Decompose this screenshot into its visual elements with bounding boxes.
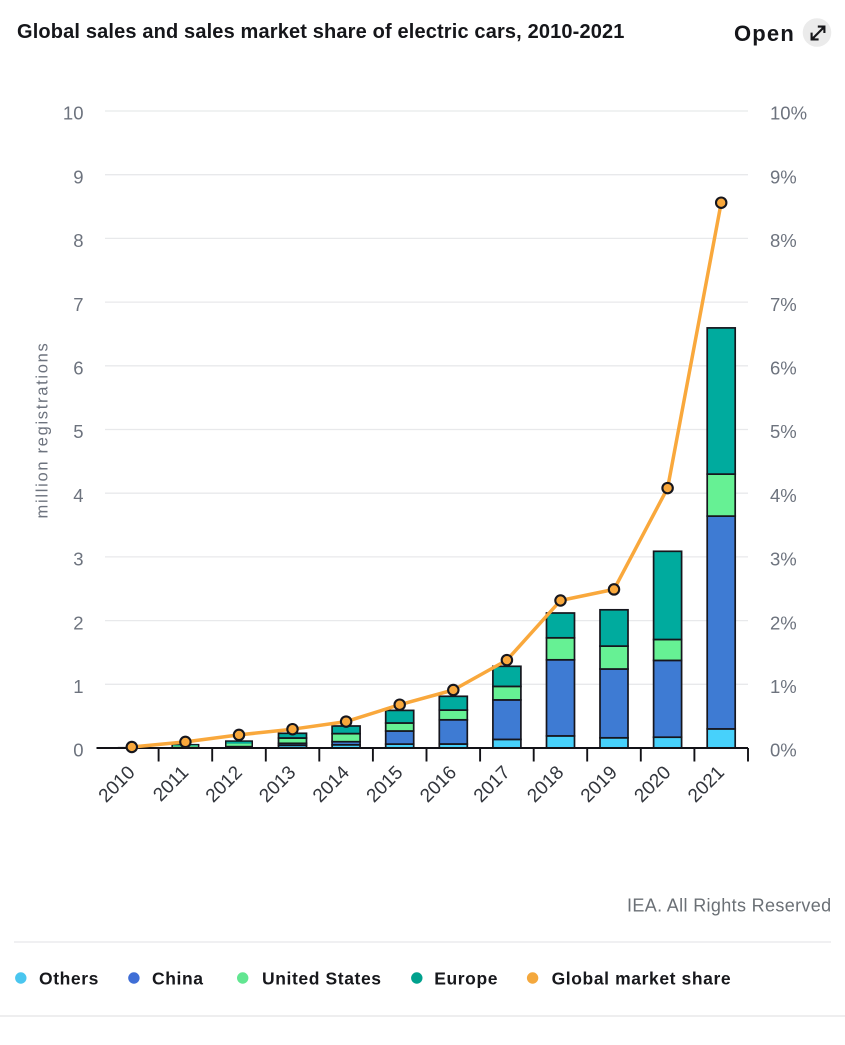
svg-text:8: 8 xyxy=(73,230,83,251)
svg-text:IEA. All Rights Reserved: IEA. All Rights Reserved xyxy=(627,896,831,916)
svg-text:7%: 7% xyxy=(770,294,797,315)
svg-text:6%: 6% xyxy=(770,358,797,379)
svg-text:5: 5 xyxy=(73,421,83,442)
svg-text:3: 3 xyxy=(73,549,83,570)
svg-text:China: China xyxy=(152,969,204,989)
svg-text:million registrations: million registrations xyxy=(34,342,52,519)
svg-text:Others: Others xyxy=(39,969,99,989)
svg-text:1%: 1% xyxy=(770,676,797,697)
svg-text:0%: 0% xyxy=(770,740,797,761)
svg-text:5%: 5% xyxy=(770,421,797,442)
svg-text:Global market share: Global market share xyxy=(552,969,732,989)
svg-text:9%: 9% xyxy=(770,166,797,187)
svg-text:10%: 10% xyxy=(770,103,807,124)
svg-text:4%: 4% xyxy=(770,485,797,506)
svg-text:Open: Open xyxy=(734,21,795,46)
svg-text:United States: United States xyxy=(262,969,382,989)
svg-text:6: 6 xyxy=(73,358,83,379)
svg-text:1: 1 xyxy=(73,676,83,697)
svg-text:Global sales and sales market: Global sales and sales market share of e… xyxy=(17,21,625,43)
svg-text:2: 2 xyxy=(73,612,83,633)
svg-text:Europe: Europe xyxy=(434,969,498,989)
svg-text:8%: 8% xyxy=(770,230,797,251)
svg-text:3%: 3% xyxy=(770,549,797,570)
svg-text:0: 0 xyxy=(73,740,83,761)
svg-text:10: 10 xyxy=(63,103,84,124)
svg-text:7: 7 xyxy=(73,294,83,315)
svg-text:4: 4 xyxy=(73,485,83,506)
svg-text:2%: 2% xyxy=(770,612,797,633)
svg-text:9: 9 xyxy=(73,166,83,187)
